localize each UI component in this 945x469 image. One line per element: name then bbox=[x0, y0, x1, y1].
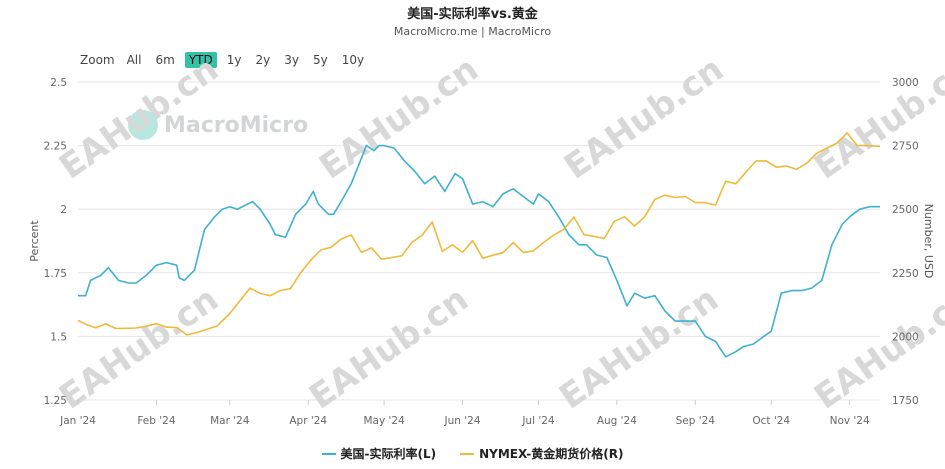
y-left-tick-label: 1.5 bbox=[50, 331, 67, 343]
watermark-text: EAHub.cn bbox=[302, 279, 476, 417]
series-layer bbox=[77, 132, 881, 358]
legend-swatch-gold bbox=[460, 452, 475, 455]
legend-label-real-rate: 美国-实际利率(L) bbox=[340, 447, 437, 461]
y-left-tick-label: 2 bbox=[60, 204, 67, 216]
range-button-3y[interactable]: 3y bbox=[284, 53, 299, 67]
legend-item-gold[interactable]: NYMEX-黄金期货价格(R) bbox=[460, 445, 623, 462]
range-selector: Zoom All 6m YTD 1y 2y 3y 5y 10y bbox=[80, 52, 374, 68]
x-tick-label: Apr '24 bbox=[289, 415, 327, 427]
range-button-10y[interactable]: 10y bbox=[341, 53, 365, 67]
axis-ticks: 1.25 1.5 1.75 2 2.25 2.5 1750 2000 2250 2500 2750 3… bbox=[44, 77, 919, 427]
range-button-1y[interactable]: 1y bbox=[226, 53, 242, 67]
gridlines bbox=[78, 81, 880, 401]
y-left-tick-label: 1.25 bbox=[44, 395, 67, 407]
range-button-2y[interactable]: 2y bbox=[255, 53, 271, 67]
legend-label-gold: NYMEX-黄金期货价格(R) bbox=[479, 447, 624, 461]
range-button-6m[interactable]: 6m bbox=[155, 53, 175, 67]
x-tick-label: Mar '24 bbox=[210, 415, 250, 427]
watermark-text: EAHub.cn bbox=[807, 279, 945, 417]
x-tick-label: Sep '24 bbox=[676, 415, 716, 427]
y-right-tick-label: 3000 bbox=[892, 77, 919, 89]
x-tick-label: Jan '24 bbox=[59, 415, 96, 427]
logo-mark-icon bbox=[128, 110, 158, 140]
x-tick-label: Jun '24 bbox=[444, 415, 481, 427]
legend: 美国-实际利率(L) NYMEX-黄金期货价格(R) bbox=[0, 445, 945, 462]
x-tick-label: Aug '24 bbox=[597, 415, 637, 427]
x-tick-label: Nov '24 bbox=[830, 415, 870, 427]
chart-title: 美国-实际利率vs.黄金 bbox=[407, 7, 538, 22]
y-left-tick-label: 2.5 bbox=[50, 77, 67, 89]
watermark-text: EAHub.cn bbox=[52, 279, 226, 417]
chart-subtitle: MacroMicro.me | MacroMicro bbox=[393, 25, 552, 38]
legend-item-real-rate[interactable]: 美国-实际利率(L) bbox=[321, 445, 437, 462]
y-left-tick-label: 1.75 bbox=[44, 268, 67, 280]
y-axis-right-label: Number, USD bbox=[922, 204, 935, 279]
y-right-tick-label: 2750 bbox=[892, 141, 919, 153]
zoom-label: Zoom bbox=[80, 53, 115, 67]
range-button-ytd[interactable]: YTD bbox=[184, 52, 217, 68]
watermark-text: EAHub.cn bbox=[52, 49, 226, 187]
series-real-rate-line bbox=[78, 144, 880, 358]
watermark-layer: EAHub.cn EAHub.cn EAHub.cn EAHub.cn EAHub.cn… bbox=[52, 49, 945, 417]
y-axis-left-label: Percent bbox=[28, 220, 41, 262]
x-tick-label: May '24 bbox=[363, 415, 405, 427]
y-right-tick-label: 2500 bbox=[892, 204, 919, 216]
x-tick-label: Oct '24 bbox=[752, 415, 790, 427]
y-left-tick-label: 2.25 bbox=[44, 141, 67, 153]
x-tick-label: Feb '24 bbox=[137, 415, 175, 427]
y-right-tick-label: 2000 bbox=[892, 331, 919, 343]
series-gold-line bbox=[77, 132, 881, 336]
watermark-text: EAHub.cn bbox=[552, 279, 726, 417]
macromicro-logo: MacroMicro bbox=[128, 110, 308, 140]
range-button-5y[interactable]: 5y bbox=[312, 53, 328, 67]
logo-text: MacroMicro bbox=[164, 112, 309, 138]
x-tick-label: Jul '24 bbox=[521, 415, 555, 427]
y-right-tick-label: 2250 bbox=[892, 268, 919, 280]
y-right-tick-label: 1750 bbox=[892, 395, 919, 407]
watermark-text: EAHub.cn bbox=[557, 49, 731, 187]
watermark-text: EAHub.cn bbox=[807, 49, 945, 187]
range-button-all[interactable]: All bbox=[126, 53, 142, 67]
legend-swatch-real-rate bbox=[321, 452, 336, 455]
watermark-text: EAHub.cn bbox=[312, 49, 486, 187]
